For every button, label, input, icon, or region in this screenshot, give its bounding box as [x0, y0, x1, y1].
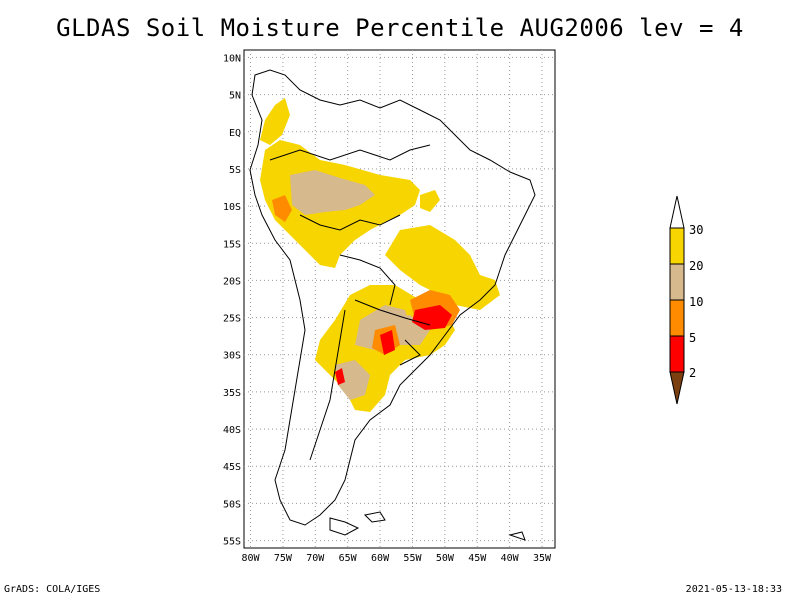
shade-20-30-north [260, 98, 290, 145]
coastline [249, 69, 536, 541]
footer-timestamp: 2021-05-13-18:33 [685, 584, 782, 595]
lat-label: 45S [223, 462, 241, 473]
map-title: GLDAS Soil Moisture Percentile AUG2006 l… [56, 14, 744, 42]
map-frame [243, 49, 556, 549]
lat-label: 10S [223, 202, 241, 213]
lon-label: 75W [274, 553, 293, 564]
colorbar-legend: 30 20 10 5 2 [669, 195, 703, 405]
shade-20-30-central [385, 225, 500, 310]
shade-10-20-amazon [290, 170, 375, 215]
lat-label: 25S [223, 314, 241, 325]
lon-label: 45W [468, 553, 487, 564]
legend-arrow-bottom [669, 371, 685, 405]
footer-credit: GrADS: COLA/IGES [4, 584, 101, 595]
lon-label: 50W [436, 553, 455, 564]
shade-2-5-sao-paulo [412, 305, 452, 330]
legend-arrow-top [669, 195, 685, 229]
lat-label: 55S [223, 537, 241, 548]
longitude-labels: 80W 75W 70W 65W 60W 55W 50W 45W 40W 35W [241, 553, 552, 564]
lat-label: 35S [223, 388, 241, 399]
lat-label: 30S [223, 351, 241, 362]
lat-label: 40S [223, 425, 241, 436]
legend-label-30: 30 [689, 223, 703, 237]
legend-label-2: 2 [689, 366, 696, 380]
lat-label: 50S [223, 499, 241, 510]
lat-label: 5S [229, 165, 241, 176]
percentile-shading [260, 98, 500, 412]
lon-label: 70W [306, 553, 325, 564]
legend-label-10: 10 [689, 295, 703, 309]
lat-label: 5N [229, 91, 241, 102]
legend-swatch-5-10 [669, 299, 685, 337]
lat-label: 15S [223, 239, 241, 250]
lon-label: 65W [339, 553, 358, 564]
legend-label-5: 5 [689, 331, 696, 345]
shade-20-30-east [420, 190, 440, 212]
lat-label: 10N [223, 53, 241, 64]
lat-label: EQ [229, 128, 241, 139]
legend-swatch-20-30 [669, 227, 685, 265]
lon-label: 55W [403, 553, 422, 564]
shade-5-10-peru [272, 195, 292, 222]
shade-2-5-argentina [335, 368, 345, 385]
lon-label: 60W [371, 553, 390, 564]
latitude-labels: 10N 5N EQ 5S 10S 15S 20S 25S 30S 35S 40S 45S 50S 55S [223, 53, 241, 547]
shade-10-20-argentina [335, 360, 370, 400]
shade-2-5-parana [380, 330, 395, 355]
legend-swatch-2-5 [669, 335, 685, 373]
legend-swatch-10-20 [669, 263, 685, 301]
lon-label: 35W [533, 553, 552, 564]
lon-label: 80W [241, 553, 260, 564]
lon-label: 40W [501, 553, 520, 564]
lat-label: 20S [223, 276, 241, 287]
legend-label-20: 20 [689, 259, 703, 273]
